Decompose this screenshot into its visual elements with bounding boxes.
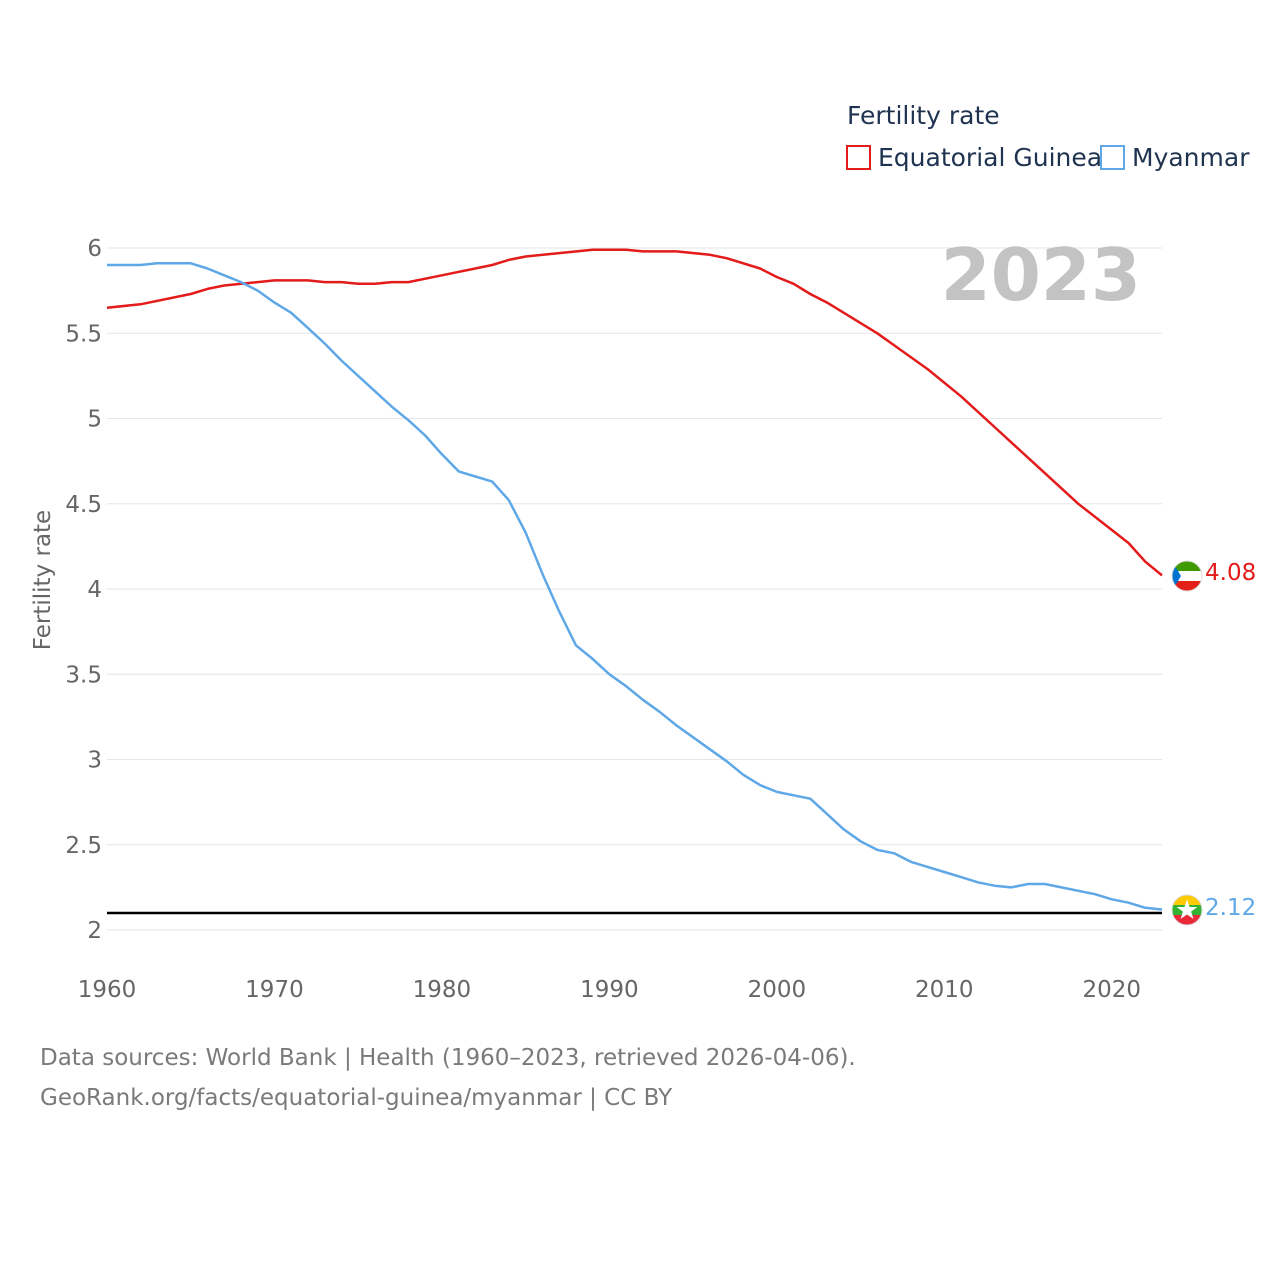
y-tick-label: 4 <box>87 577 102 603</box>
y-tick-label: 4.5 <box>65 492 102 518</box>
end-label-myanmar: 2.12 <box>1205 895 1256 921</box>
y-tick-label: 5 <box>87 407 102 433</box>
year-label: 2023 <box>941 233 1141 317</box>
data-source-text: Data sources: World Bank | Health (1960–… <box>40 1045 856 1071</box>
legend: Fertility rate Equatorial Guinea Myanmar <box>846 101 1250 172</box>
legend-label-myanmar[interactable]: Myanmar <box>1132 143 1250 172</box>
end-label-equatorial-guinea: 4.08 <box>1205 560 1256 586</box>
legend-label-equatorial-guinea[interactable]: Equatorial Guinea <box>878 143 1102 172</box>
myanmar-flag-border <box>1171 894 1203 926</box>
y-axis-ticks: 2 2.5 3 3.5 4 4.5 5 5.5 6 <box>65 236 102 944</box>
x-tick-label: 1980 <box>413 977 472 1003</box>
x-tick-label: 1990 <box>580 977 639 1003</box>
series-line-equatorial-guinea[interactable] <box>106 248 1163 577</box>
grid-lines <box>107 247 1162 931</box>
series-line-myanmar[interactable] <box>107 262 1163 911</box>
y-tick-label: 3.5 <box>65 662 102 688</box>
y-tick-label: 3 <box>87 748 102 774</box>
legend-swatch-myanmar[interactable] <box>1100 145 1125 170</box>
x-axis-ticks: 1960 1970 1980 1990 2000 2010 2020 <box>78 977 1141 1003</box>
series-lines <box>106 248 1163 911</box>
x-tick-label: 2000 <box>748 977 807 1003</box>
myanmar-flag-icon <box>1172 895 1202 925</box>
y-tick-label: 6 <box>87 236 102 262</box>
x-tick-label: 2010 <box>915 977 974 1003</box>
x-tick-label: 1960 <box>78 977 137 1003</box>
x-tick-label: 2020 <box>1082 977 1141 1003</box>
x-tick-label: 1970 <box>245 977 304 1003</box>
y-tick-label: 5.5 <box>65 321 102 347</box>
y-tick-label: 2.5 <box>65 833 102 859</box>
y-tick-label: 2 <box>87 918 102 944</box>
legend-title: Fertility rate <box>847 101 1000 130</box>
equatorial-guinea-flag-border <box>1171 560 1203 592</box>
y-axis-title: Fertility rate <box>30 510 56 650</box>
source-url-text[interactable]: GeoRank.org/facts/equatorial-guinea/myan… <box>40 1085 673 1111</box>
legend-swatch-equatorial-guinea[interactable] <box>846 145 871 170</box>
